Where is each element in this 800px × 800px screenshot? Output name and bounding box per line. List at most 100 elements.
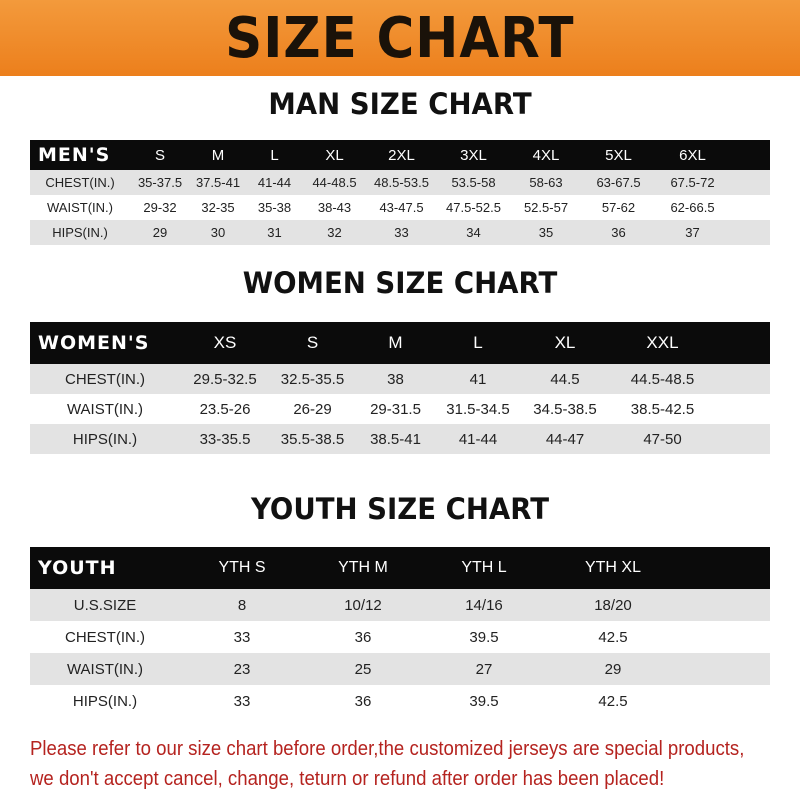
measurement-label: WAIST(IN.) <box>47 200 113 215</box>
size-header-cell: L <box>270 146 279 164</box>
size-header-cell: 2XL <box>388 146 415 164</box>
table-cell: 43-47.5 <box>379 200 424 215</box>
table-cell: 8 <box>237 596 247 614</box>
size-header-cell: M <box>388 333 403 352</box>
table-row: CHEST(IN.) 33 36 39.5 42.5 <box>30 621 770 653</box>
table-cell: 38.5-41 <box>370 430 421 448</box>
table-cell: 39.5 <box>469 692 499 710</box>
table-cell: 18/20 <box>594 596 632 614</box>
measurement-label: HIPS(IN.) <box>72 692 138 710</box>
table-cell: 26-29 <box>293 400 332 418</box>
disclaimer-line-1: Please refer to our size chart before or… <box>30 738 745 760</box>
table-cell: 41-44 <box>458 430 498 448</box>
women-size-table: WOMEN'S XS S M L XL XXL CHEST(IN.) 29.5-32.5 32.5… <box>30 322 770 454</box>
table-cell: 32-35 <box>201 200 235 215</box>
table-cell: 33 <box>394 225 409 240</box>
table-cell: 32 <box>327 225 342 240</box>
table-cell: 29-32 <box>143 200 177 215</box>
measurement-label: HIPS(IN.) <box>52 225 108 240</box>
table-cell: 57-62 <box>601 200 636 215</box>
size-header-cell: XXL <box>646 333 679 352</box>
table-cell: 41-44 <box>257 175 292 190</box>
table-cell: 35-37.5 <box>137 175 183 190</box>
table-cell: 37.5-41 <box>195 175 241 190</box>
table-label-header: MEN'S <box>38 144 111 166</box>
table-cell: 10/12 <box>344 596 382 614</box>
table-cell: 31.5-34.5 <box>446 400 510 418</box>
table-cell: 38 <box>387 370 404 388</box>
measurement-label: U.S.SIZE <box>73 596 137 614</box>
table-cell: 33 <box>233 628 251 646</box>
size-header-cell: 4XL <box>532 146 560 164</box>
measurement-label: CHEST(IN.) <box>45 175 115 190</box>
table-cell: 62-66.5 <box>670 200 715 215</box>
table-cell: 67.5-72 <box>670 175 715 190</box>
youth-title: YOUTH SIZE CHART <box>250 492 550 526</box>
table-cell: 36 <box>354 692 372 710</box>
table-cell: 47-50 <box>643 430 682 448</box>
size-header-cell: XS <box>213 333 237 352</box>
table-header-row: MEN'S S M L XL 2XL 3XL 4XL 5XL 6XL <box>30 140 770 170</box>
youth-size-table: YOUTH YTH S YTH M YTH L YTH XL U.S.SIZE 8 10/12… <box>30 547 770 717</box>
size-header-cell: YTH L <box>461 559 507 576</box>
size-header-cell: S <box>154 146 165 164</box>
table-row: WAIST(IN.) 23.5-26 26-29 29-31.5 31.5-34.5 34… <box>30 394 770 424</box>
table-cell: 30 <box>210 225 226 240</box>
size-header-cell: XL <box>554 333 576 352</box>
table-cell: 29 <box>152 225 168 240</box>
measurement-label: CHEST(IN.) <box>65 628 145 646</box>
table-cell: 25 <box>354 660 372 678</box>
table-label-header: YOUTH <box>38 557 117 579</box>
banner: SIZE CHART <box>0 0 800 76</box>
measurement-label: WAIST(IN.) <box>66 400 144 418</box>
table-cell: 38-43 <box>317 200 352 215</box>
table-cell: 31 <box>267 225 282 240</box>
size-header-cell: XL <box>325 146 344 164</box>
table-cell: 44-48.5 <box>312 175 357 190</box>
table-cell: 34.5-38.5 <box>533 400 597 418</box>
table-cell: 44-47 <box>545 430 585 448</box>
table-cell: 36 <box>354 628 372 646</box>
table-cell: 32.5-35.5 <box>280 370 345 388</box>
measurement-label: CHEST(IN.) <box>65 370 145 388</box>
banner-title: SIZE CHART <box>225 5 575 71</box>
table-row: CHEST(IN.) 29.5-32.5 32.5-35.5 38 41 44.5 44.5… <box>30 364 770 394</box>
disclaimer: Please refer to our size chart before or… <box>30 734 745 794</box>
table-row: CHEST(IN.) 35-37.5 37.5-41 41-44 44-48.5 48.5… <box>30 170 770 195</box>
table-cell: 14/16 <box>465 596 503 614</box>
table-cell: 63-67.5 <box>596 175 641 190</box>
table-cell: 48.5-53.5 <box>374 175 429 190</box>
table-cell: 44.5-48.5 <box>630 370 695 388</box>
size-header-cell: M <box>211 146 225 164</box>
table-cell: 23.5-26 <box>199 400 251 418</box>
women-title: WOMEN SIZE CHART <box>242 266 558 300</box>
table-row: U.S.SIZE 8 10/12 14/16 18/20 <box>30 589 770 621</box>
table-row: WAIST(IN.) 23 25 27 29 <box>30 653 770 685</box>
men-size-table: MEN'S S M L XL 2XL 3XL 4XL 5XL 6XL CHEST(IN.) 35-37… <box>30 140 770 245</box>
table-cell: 35.5-38.5 <box>280 430 345 448</box>
size-header-cell: YTH S <box>218 559 266 576</box>
size-header-cell: YTH XL <box>584 559 641 576</box>
size-header-cell: 5XL <box>605 146 632 164</box>
table-label-header: WOMEN'S <box>38 332 150 354</box>
table-header-row: WOMEN'S XS S M L XL XXL <box>30 322 770 364</box>
table-row: WAIST(IN.) 29-32 32-35 35-38 38-43 43-47.5 47.… <box>30 195 770 220</box>
table-cell: 44.5 <box>550 370 580 388</box>
size-header-cell: S <box>306 333 319 352</box>
table-row: HIPS(IN.) 29 30 31 32 33 34 35 36 37 <box>30 220 770 245</box>
table-cell: 34 <box>466 225 481 240</box>
table-cell: 29 <box>604 660 622 678</box>
table-row: HIPS(IN.) 33-35.5 35.5-38.5 38.5-41 41-44 44-… <box>30 424 770 454</box>
table-cell: 42.5 <box>598 692 628 710</box>
size-header-cell: YTH M <box>338 559 388 576</box>
table-cell: 47.5-52.5 <box>446 200 501 215</box>
table-cell: 23 <box>233 660 251 678</box>
table-cell: 33 <box>233 692 251 710</box>
table-cell: 37 <box>685 225 700 240</box>
table-cell: 38.5-42.5 <box>630 400 695 418</box>
table-cell: 36 <box>611 225 626 240</box>
size-header-cell: 3XL <box>460 146 487 164</box>
table-header-row: YOUTH YTH S YTH M YTH L YTH XL <box>30 547 770 589</box>
measurement-label: HIPS(IN.) <box>72 430 138 448</box>
